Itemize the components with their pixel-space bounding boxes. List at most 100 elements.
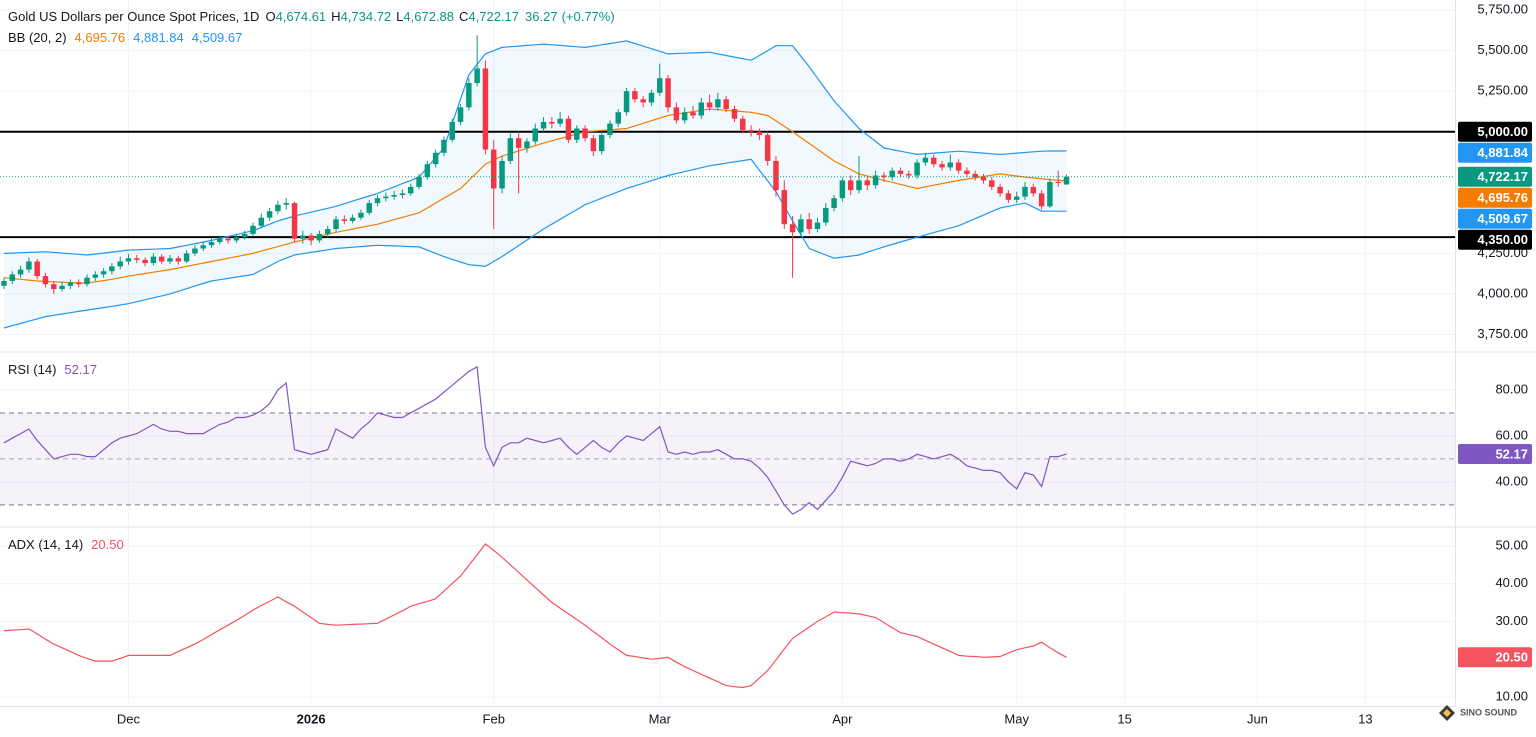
candle-body	[416, 177, 422, 187]
band-fill	[4, 40, 1067, 329]
candle-body	[740, 118, 746, 131]
candle-body	[84, 277, 90, 285]
candle-body	[134, 258, 140, 260]
candle-body	[607, 123, 613, 135]
candle-body	[972, 173, 978, 178]
candle-body	[673, 107, 680, 121]
candle-body	[358, 212, 364, 218]
candle-body	[167, 258, 173, 262]
legend-value: 4,509.67	[192, 30, 243, 45]
legend: RSI (14) 52.17	[8, 362, 97, 377]
legend-value: 4,881.84	[133, 30, 184, 45]
candle-body	[773, 160, 779, 191]
candle-body	[333, 219, 339, 230]
candle-body	[1, 280, 7, 286]
candle-body	[657, 78, 663, 93]
candle-body	[781, 190, 788, 225]
candle-body	[889, 170, 895, 178]
watermark-text: SINO SOUND	[1460, 707, 1518, 717]
candle-body	[208, 242, 215, 246]
legend-indicator: BB (20, 2)	[8, 30, 67, 45]
legend-key: C	[459, 9, 468, 24]
price-badge	[1458, 166, 1532, 187]
candle-body	[532, 128, 538, 142]
candle-body	[615, 112, 621, 124]
candle-body	[308, 235, 314, 241]
candle-body	[507, 138, 514, 161]
legend: BB (20, 2) 4,695.76 4,881.84 4,509.67	[8, 30, 242, 45]
candle-body	[125, 258, 132, 262]
candle-body	[524, 141, 530, 148]
legend-title: ADX (14, 14)	[8, 537, 83, 552]
legends: Gold US Dollars per Ounce Spot Prices, 1…	[8, 9, 615, 552]
price-badge	[1458, 121, 1532, 142]
candle-body	[681, 112, 688, 121]
legend-key: L	[396, 9, 403, 24]
candle-body	[17, 269, 24, 275]
x-tick-label: Jun	[1247, 711, 1268, 726]
price-badge	[1458, 142, 1532, 163]
candle-body	[449, 121, 455, 140]
candle-body	[574, 128, 580, 140]
price-badge-label: 4,881.84	[1477, 145, 1528, 160]
legend-value: 20.50	[91, 537, 124, 552]
candle-body	[466, 83, 472, 108]
candle-body	[623, 91, 630, 113]
candle-body	[557, 118, 563, 124]
candle-body	[789, 224, 796, 233]
x-tick-label: Dec	[117, 711, 141, 726]
pane-plot	[0, 365, 1455, 515]
legend-value: 4,734.72	[341, 9, 392, 24]
candle-body	[341, 219, 348, 221]
candle-body	[914, 162, 920, 176]
candle-body	[491, 149, 497, 189]
candle-body	[142, 259, 148, 264]
candle-body	[806, 219, 812, 230]
legend-key: H	[331, 9, 340, 24]
candle-body	[100, 271, 107, 275]
candle-body	[540, 121, 547, 129]
legend-title: RSI (14)	[8, 362, 56, 377]
x-tick-label: 2026	[297, 711, 326, 726]
pane-plot	[0, 35, 1455, 329]
pane-plot	[3, 543, 1067, 689]
candle-body	[756, 131, 763, 135]
candle-body	[872, 175, 879, 186]
legend-change-pct: (+0.77%)	[562, 9, 615, 24]
legend-value: 4,672.88	[403, 9, 454, 24]
grid	[0, 0, 1455, 706]
candle-body	[839, 180, 846, 199]
candle-body	[1063, 176, 1070, 185]
candle-body	[424, 164, 431, 178]
y-tick-label: 4,000.00	[1477, 285, 1528, 300]
candle-body	[300, 235, 306, 239]
candle-body	[1022, 186, 1028, 197]
y-tick-label: 40.00	[1495, 575, 1528, 590]
price-badge	[1458, 443, 1532, 464]
candle-body	[964, 170, 970, 174]
candle-body	[1013, 196, 1020, 200]
candle-body	[200, 245, 206, 249]
candle-body	[26, 261, 32, 270]
legend-value: 4,695.76	[75, 30, 126, 45]
candle-body	[864, 180, 871, 186]
candle-body	[158, 256, 165, 262]
legend-change: 36.27	[525, 9, 558, 24]
candle-body	[383, 196, 389, 199]
candle-body	[59, 285, 65, 290]
candle-body	[499, 160, 505, 189]
price-badge-label: 5,000.00	[1477, 124, 1528, 139]
x-tick-label: 13	[1358, 711, 1372, 726]
candle-body	[565, 118, 572, 140]
candle-body	[75, 282, 82, 285]
candle-body	[457, 107, 464, 122]
y-tick-label: 30.00	[1495, 613, 1528, 628]
candle-body	[598, 134, 605, 152]
y-tick-label: 60.00	[1495, 427, 1528, 442]
candle-body	[399, 193, 406, 195]
candle-body	[51, 284, 57, 290]
y-tick-label: 5,750.00	[1477, 1, 1528, 16]
candle-body	[9, 274, 16, 281]
candle-body	[922, 157, 929, 163]
